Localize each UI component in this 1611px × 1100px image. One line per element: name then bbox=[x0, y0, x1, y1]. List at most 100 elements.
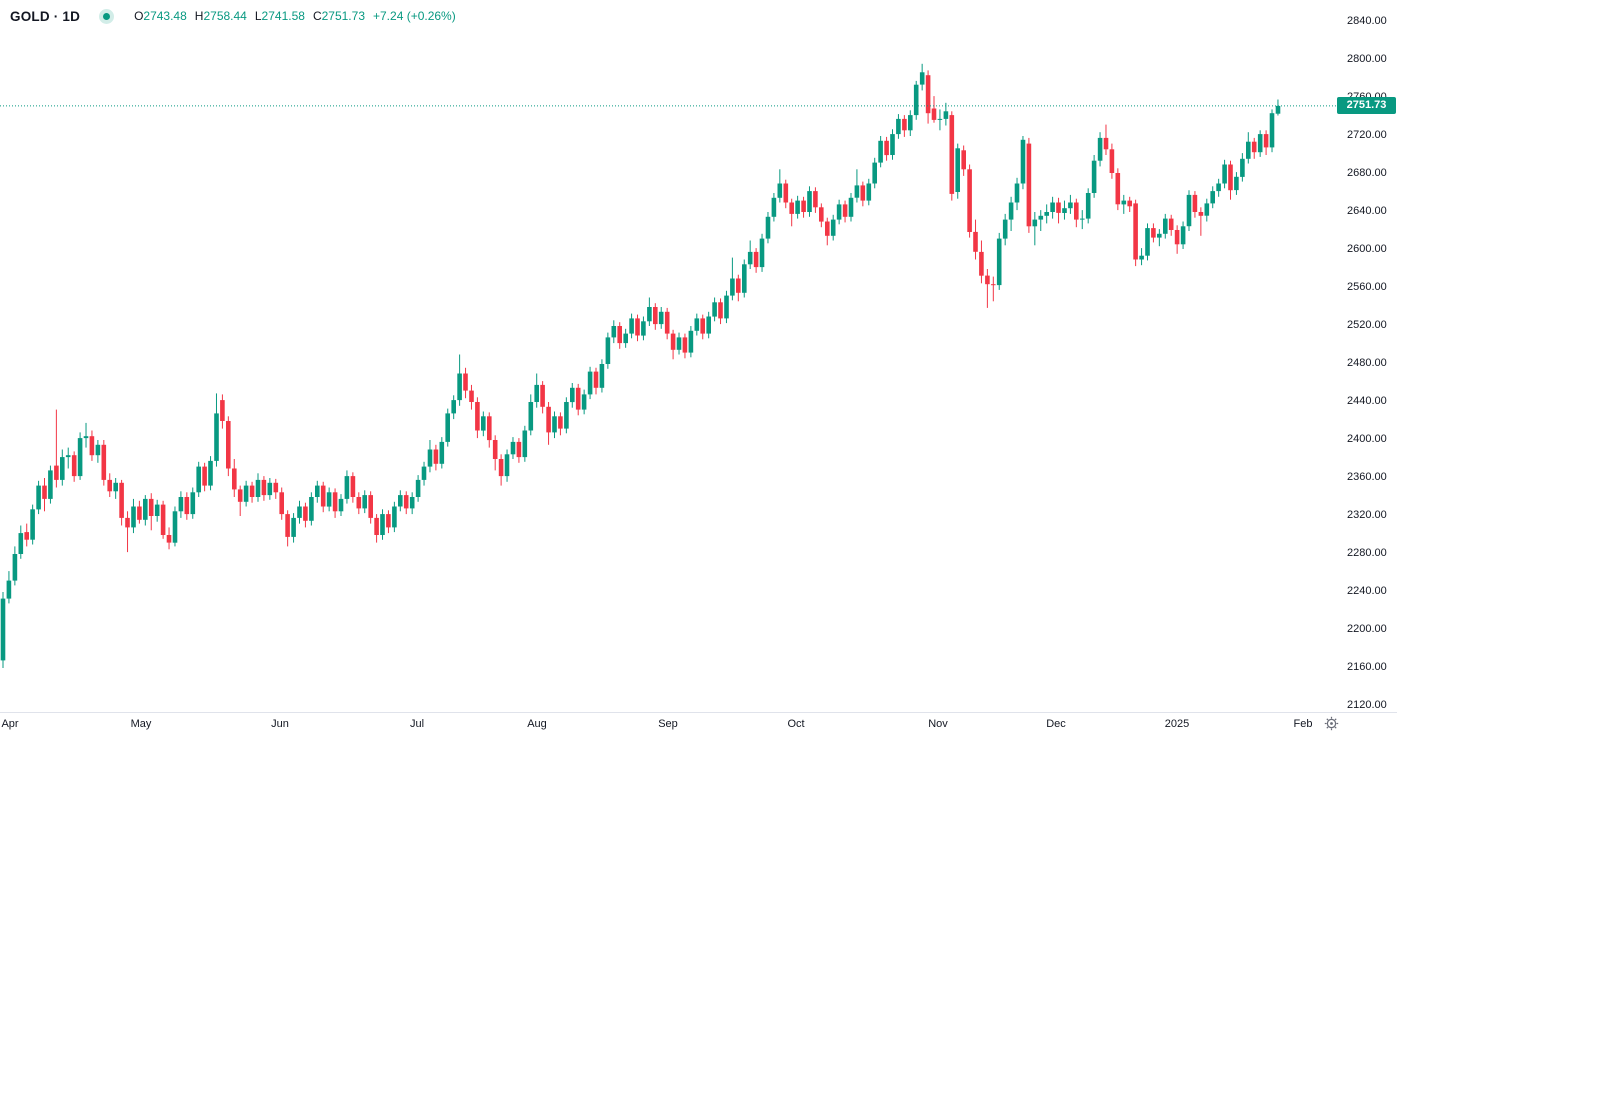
candle bbox=[1240, 153, 1245, 182]
candle bbox=[1139, 248, 1144, 266]
candle bbox=[42, 478, 47, 512]
candle bbox=[1246, 132, 1251, 164]
candle bbox=[973, 219, 978, 260]
candle bbox=[599, 359, 605, 393]
market-status-dot-core bbox=[103, 12, 111, 20]
candle bbox=[996, 232, 1002, 290]
candle bbox=[24, 523, 29, 547]
time-axis[interactable]: Apr May Jun Jul Aug Sep Oct Nov Dec 2025 Feb bbox=[0, 712, 1397, 740]
candle bbox=[469, 384, 474, 410]
candle bbox=[949, 111, 955, 201]
price-tick-label: 2600.00 bbox=[1347, 243, 1387, 255]
candle bbox=[237, 485, 243, 516]
candle bbox=[534, 373, 539, 408]
candle bbox=[706, 311, 711, 339]
candle bbox=[937, 109, 943, 131]
candle bbox=[1121, 194, 1127, 214]
candle bbox=[1133, 199, 1138, 267]
candle bbox=[1151, 223, 1156, 243]
candle bbox=[1163, 213, 1168, 239]
candle bbox=[107, 473, 112, 497]
candle bbox=[154, 499, 160, 522]
candle bbox=[83, 422, 89, 448]
price-tick-label: 2520.00 bbox=[1347, 319, 1387, 331]
candle bbox=[558, 412, 563, 436]
candle bbox=[1008, 196, 1014, 231]
candle bbox=[214, 393, 219, 467]
candle bbox=[1228, 160, 1233, 200]
candle bbox=[730, 257, 735, 301]
candle bbox=[65, 447, 71, 469]
candle bbox=[1210, 186, 1215, 209]
price-tick-label: 2840.00 bbox=[1347, 15, 1387, 27]
candle bbox=[1085, 188, 1091, 224]
candle bbox=[510, 437, 516, 459]
candle bbox=[1097, 132, 1103, 167]
candle bbox=[303, 502, 308, 528]
candle bbox=[1074, 198, 1079, 228]
candle bbox=[498, 454, 504, 486]
candle bbox=[546, 402, 551, 445]
candle bbox=[172, 506, 178, 547]
candle bbox=[273, 478, 279, 499]
candle bbox=[166, 527, 172, 550]
candle bbox=[1157, 229, 1162, 247]
candle bbox=[1269, 109, 1275, 153]
candle bbox=[967, 164, 972, 238]
candle bbox=[653, 303, 658, 330]
candle bbox=[1026, 137, 1032, 233]
candle bbox=[1062, 200, 1067, 220]
candle bbox=[658, 307, 664, 329]
candle bbox=[463, 367, 468, 399]
candle bbox=[825, 217, 830, 246]
candle bbox=[297, 500, 302, 524]
candle bbox=[261, 476, 267, 501]
candle bbox=[226, 416, 231, 477]
candle bbox=[1180, 221, 1186, 249]
candle bbox=[1145, 223, 1150, 261]
price-tick-label: 2400.00 bbox=[1347, 433, 1387, 445]
candle bbox=[285, 510, 290, 547]
candle bbox=[943, 102, 949, 126]
price-axis[interactable]: 2840.002800.002760.002720.002680.002640.… bbox=[1337, 0, 1407, 712]
candle bbox=[77, 432, 83, 480]
candle bbox=[872, 157, 877, 189]
candle bbox=[540, 381, 545, 414]
candle bbox=[848, 193, 854, 222]
candle bbox=[635, 314, 640, 342]
candle bbox=[320, 481, 326, 513]
candle bbox=[866, 178, 872, 206]
candle bbox=[718, 298, 723, 325]
candle bbox=[451, 395, 456, 420]
candle bbox=[552, 411, 557, 439]
current-price-label: 2751.73 bbox=[1337, 97, 1396, 115]
time-tick-label: Apr bbox=[1, 718, 19, 730]
candlestick-chart[interactable] bbox=[0, 0, 1340, 712]
candle bbox=[119, 479, 124, 526]
candle bbox=[1044, 204, 1049, 224]
candle bbox=[1263, 130, 1269, 155]
candle bbox=[1198, 207, 1204, 236]
candle bbox=[896, 114, 901, 139]
candle bbox=[1222, 159, 1227, 189]
close-value: C2751.73 bbox=[312, 9, 365, 23]
candle bbox=[309, 492, 314, 526]
candle bbox=[148, 493, 154, 531]
price-tick-label: 2200.00 bbox=[1347, 623, 1387, 635]
price-tick-label: 2720.00 bbox=[1347, 129, 1387, 141]
candle bbox=[878, 136, 883, 168]
candle bbox=[564, 397, 569, 434]
candle bbox=[670, 329, 676, 360]
candle bbox=[481, 411, 486, 437]
symbol-title[interactable]: GOLD · 1D bbox=[10, 8, 81, 24]
candle bbox=[208, 456, 213, 491]
candle bbox=[575, 383, 581, 416]
candle bbox=[279, 487, 284, 520]
time-tick-label: Nov bbox=[928, 718, 948, 730]
candle bbox=[528, 394, 534, 436]
candle bbox=[991, 276, 996, 302]
candle bbox=[1216, 178, 1221, 197]
gear-icon[interactable] bbox=[1324, 716, 1339, 731]
candle bbox=[836, 199, 842, 225]
candle bbox=[350, 472, 356, 503]
